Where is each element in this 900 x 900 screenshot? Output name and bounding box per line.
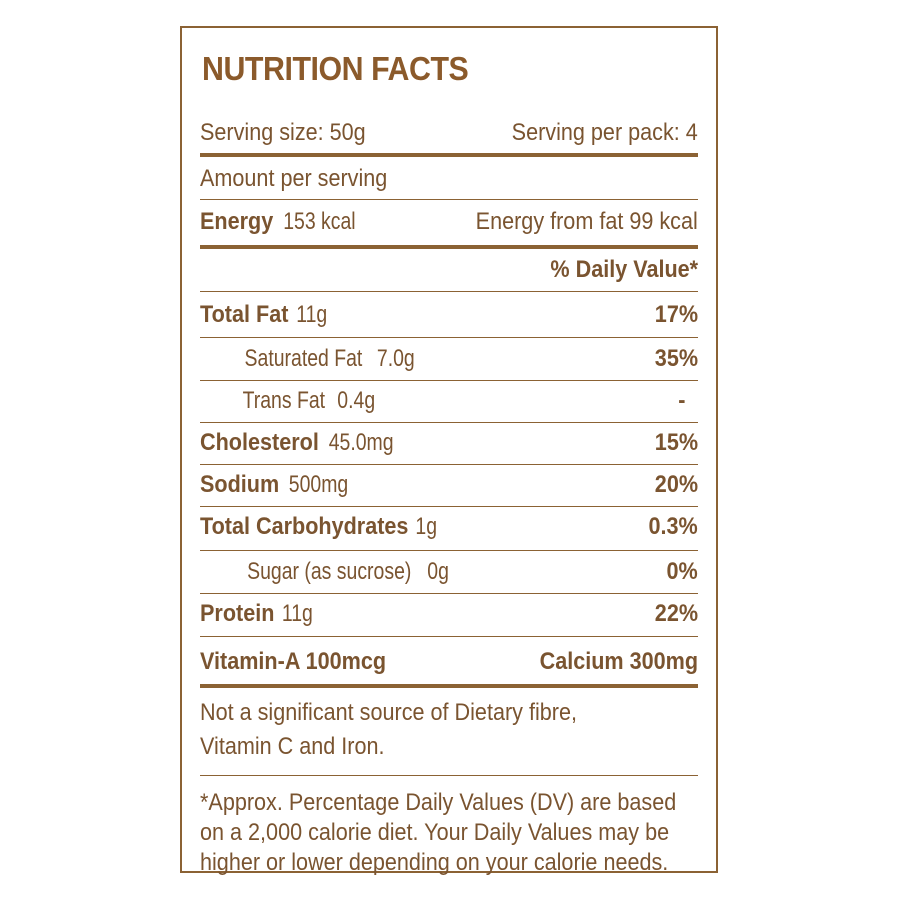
daily-value-header-row: % Daily Value*	[200, 250, 698, 290]
nutrient-dv: 0.3%	[648, 513, 698, 540]
amount-per-serving: Amount per serving	[200, 165, 388, 192]
energy-value: 153 kcal	[283, 208, 356, 235]
divider	[200, 506, 698, 507]
not-significant-note: Not a significant source of Dietary fibr…	[200, 696, 698, 764]
nutrient-dv: 20%	[654, 471, 698, 498]
nutrient-row-total-fat: Total Fat 11g 17%	[200, 294, 698, 336]
nutrient-value: 500mg	[288, 471, 348, 498]
label-content: NUTRITION FACTS Serving size: 50g Servin…	[200, 28, 698, 876]
divider	[200, 199, 698, 200]
serving-size: Serving size: 50g	[200, 119, 366, 146]
nutrient-dv: 0%	[666, 557, 698, 585]
nutrient-label: Total Carbohydrates	[200, 513, 409, 540]
calcium: Calcium 300mg	[539, 648, 698, 675]
divider	[200, 593, 698, 594]
nutrient-dv: 22%	[654, 600, 698, 627]
nutrient-row-sodium: Sodium 500mg 20%	[200, 465, 698, 505]
nutrient-row-protein: Protein 11g 22%	[200, 594, 698, 634]
nutrient-label: Cholesterol	[200, 429, 319, 456]
servings-per-pack: Serving per pack: 4	[511, 119, 698, 146]
divider	[200, 422, 698, 423]
not-significant-line: Not a significant source of Dietary fibr…	[200, 699, 577, 726]
nutrient-label: Protein	[200, 600, 275, 627]
divider	[200, 337, 698, 338]
nutrient-label: Sugar (as sucrose)	[247, 557, 412, 585]
not-significant-line: Vitamin C and Iron.	[200, 733, 385, 760]
divider	[200, 636, 698, 637]
divider	[200, 380, 698, 381]
nutrient-value: 45.0mg	[328, 429, 394, 456]
nutrient-value: 11g	[296, 301, 328, 328]
nutrient-label: Trans Fat	[242, 387, 326, 414]
daily-value-header: % Daily Value*	[550, 256, 698, 283]
nutrient-label: Saturated Fat	[244, 344, 363, 372]
nutrient-value: 11g	[282, 600, 314, 627]
footnote-line: on a 2,000 calorie diet. Your Daily Valu…	[200, 819, 670, 846]
serving-row: Serving size: 50g Serving per pack: 4	[200, 116, 698, 150]
energy-row: Energy 153 kcal Energy from fat 99 kcal	[200, 202, 698, 242]
nutrient-value: 0.4g	[337, 387, 376, 414]
nutrient-row-sugar: Sugar (as sucrose) 0g 0%	[200, 551, 698, 592]
nutrient-label: Total Fat	[200, 301, 289, 328]
nutrient-row-saturated-fat: Saturated Fat 7.0g 35%	[200, 338, 698, 379]
nutrient-dv: 35%	[654, 344, 698, 372]
nutrient-dv: 15%	[654, 429, 698, 456]
nutrient-row-total-carbohydrates: Total Carbohydrates 1g 0.3%	[200, 507, 698, 547]
amount-per-serving-row: Amount per serving	[200, 161, 698, 197]
nutrient-row-cholesterol: Cholesterol 45.0mg 15%	[200, 423, 698, 463]
nutrient-dv: -	[678, 387, 686, 414]
nutrition-facts-label: NUTRITION FACTS Serving size: 50g Servin…	[180, 26, 718, 876]
nutrient-value: 1g	[415, 513, 438, 540]
nutrient-value: 7.0g	[376, 344, 415, 372]
nutrient-row-trans-fat: Trans Fat 0.4g -	[200, 381, 698, 421]
label-title: NUTRITION FACTS	[202, 50, 469, 87]
footnote-line: higher or lower depending on your calori…	[200, 849, 669, 876]
vitamin-a: Vitamin-A 100mcg	[200, 648, 387, 675]
divider	[200, 291, 698, 292]
footnote: *Approx. Percentage Daily Values (DV) ar…	[200, 788, 698, 878]
nutrient-label: Sodium	[200, 471, 280, 498]
divider	[200, 775, 698, 776]
divider	[200, 464, 698, 465]
footnote-line: *Approx. Percentage Daily Values (DV) ar…	[200, 789, 677, 816]
energy-from-fat: Energy from fat 99 kcal	[475, 208, 698, 235]
divider-thick	[200, 245, 698, 249]
nutrient-dv: 17%	[654, 301, 698, 328]
divider-thick	[200, 153, 698, 157]
divider-thick	[200, 684, 698, 688]
nutrient-value: 0g	[427, 557, 450, 585]
energy-label: Energy	[200, 208, 274, 235]
vitamins-row: Vitamin-A 100mcg Calcium 300mg	[200, 640, 698, 684]
divider	[200, 550, 698, 551]
